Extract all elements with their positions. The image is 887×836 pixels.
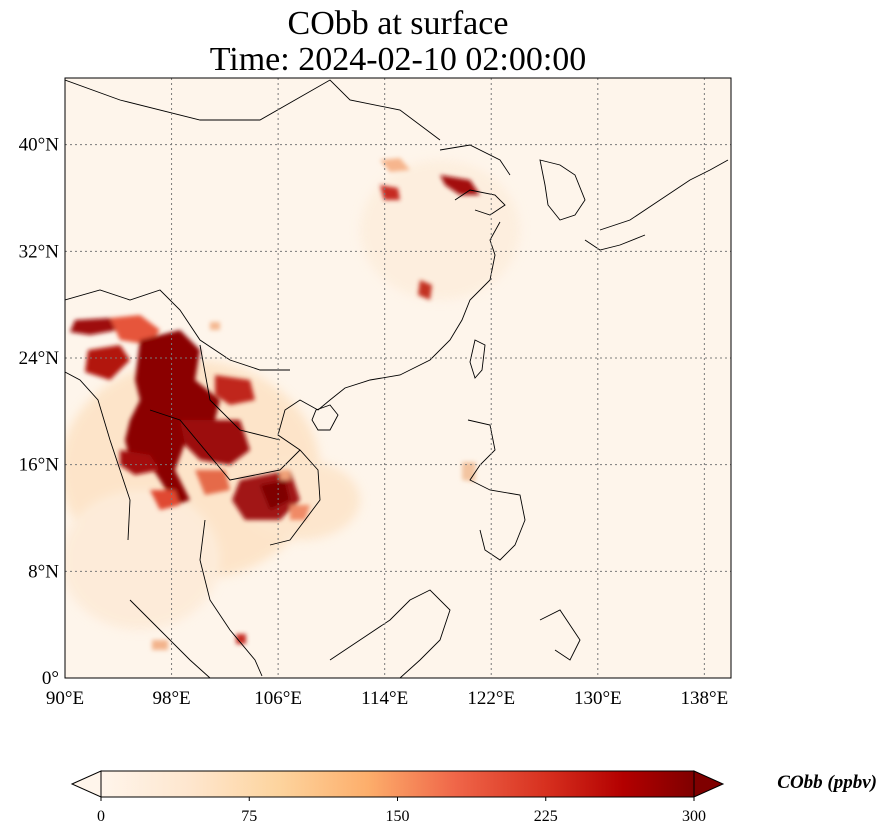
lat-tick-label: 16°N [19, 455, 60, 476]
longitude-axis: 90°E 98°E 106°E 114°E 122°E 130°E 138°E [46, 688, 728, 709]
colorbar-tick-label: 150 [386, 808, 410, 825]
lon-tick-label: 122°E [467, 688, 515, 709]
colorbar-min-arrow [70, 770, 102, 798]
lat-tick-label: 24°N [19, 348, 60, 369]
lon-tick-label: 98°E [152, 688, 190, 709]
colorbar-tick-label: 0 [97, 808, 105, 825]
map-content [65, 78, 731, 678]
lon-tick-label: 114°E [361, 688, 408, 709]
lon-tick-label: 106°E [254, 688, 302, 709]
lat-tick-label: 0° [42, 668, 59, 689]
lat-tick-label: 8°N [28, 561, 59, 582]
gridlines [65, 78, 731, 678]
lon-tick-label: 130°E [574, 688, 622, 709]
lon-tick-label: 138°E [681, 688, 729, 709]
colorbar-label: CObb (ppbv) [777, 772, 877, 793]
colorbar-tick-label: 225 [534, 808, 558, 825]
colorbar: 0 75 150 225 300 CObb (ppbv) [70, 770, 877, 825]
lon-tick-label: 90°E [46, 688, 84, 709]
map-title-line2: Time: 2024-02-10 02:00:00 [209, 41, 587, 78]
latitude-axis: 0° 8°N 16°N 24°N 32°N 40°N [19, 135, 60, 689]
colorbar-max-arrow [693, 770, 725, 798]
coastlines [65, 79, 729, 678]
colorbar-gradient [100, 770, 695, 798]
map-title-line1: CObb at surface [287, 5, 509, 42]
map-frame [64, 77, 732, 679]
lat-tick-label: 32°N [19, 241, 60, 262]
colorbar-tick-label: 300 [682, 808, 706, 825]
lat-tick-label: 40°N [19, 135, 60, 156]
colorbar-tick-label: 75 [241, 808, 257, 825]
colorbar-ticks: 0 75 150 225 300 [97, 797, 706, 825]
